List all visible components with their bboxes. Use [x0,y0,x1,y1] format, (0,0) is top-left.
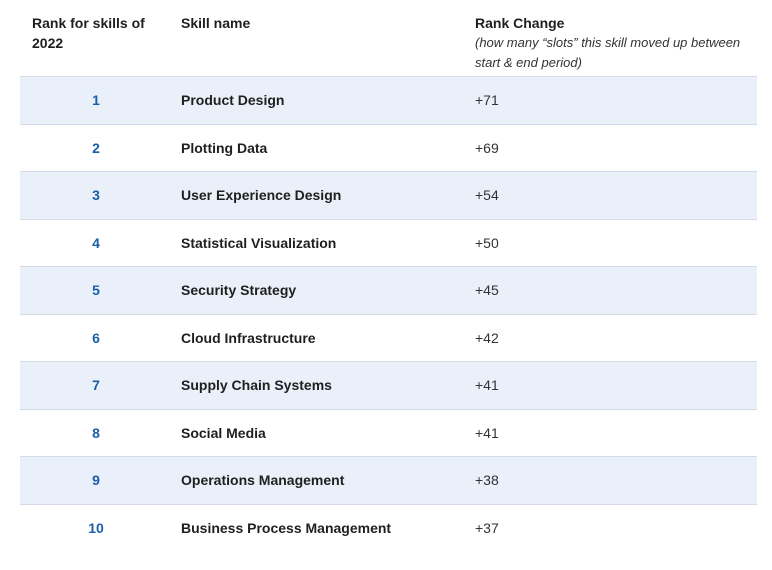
rank-change-cell: +37 [475,505,499,553]
rank-change-cell: +41 [475,362,499,409]
rank-change-cell: +38 [475,457,499,504]
table-row: 9 Operations Management +38 [20,457,757,505]
header-rank-change: Rank Change (how many “slots” this skill… [475,13,745,73]
table-row: 8 Social Media +41 [20,410,757,458]
rank-cell: 5 [20,267,172,314]
rank-change-cell: +54 [475,172,499,219]
rank-change-cell: +41 [475,410,499,457]
skill-name-cell: Supply Chain Systems [181,362,332,409]
header-rank-change-note: (how many “slots” this skill moved up be… [475,33,745,73]
skill-name-cell: Statistical Visualization [181,220,336,267]
rank-cell: 4 [20,220,172,267]
table-row: 6 Cloud Infrastructure +42 [20,315,757,363]
rank-cell: 6 [20,315,172,362]
rank-change-cell: +50 [475,220,499,267]
rank-cell: 3 [20,172,172,219]
rank-cell: 9 [20,457,172,504]
skill-name-cell: Operations Management [181,457,344,504]
rank-change-cell: +45 [475,267,499,314]
skill-name-cell: Product Design [181,77,284,124]
rank-change-cell: +42 [475,315,499,362]
skill-name-cell: Social Media [181,410,266,457]
rank-cell: 8 [20,410,172,457]
skills-rank-table: Rank for skills of 2022 Skill name Rank … [20,0,757,552]
header-rank-change-label: Rank Change [475,15,564,31]
skill-name-cell: Security Strategy [181,267,296,314]
table-row: 1 Product Design +71 [20,77,757,125]
rank-change-cell: +71 [475,77,499,124]
rank-cell: 10 [20,505,172,553]
table-row: 7 Supply Chain Systems +41 [20,362,757,410]
skill-name-cell: User Experience Design [181,172,341,219]
rank-cell: 2 [20,125,172,172]
table-row: 2 Plotting Data +69 [20,125,757,173]
skill-name-cell: Cloud Infrastructure [181,315,316,362]
skill-name-cell: Business Process Management [181,505,391,553]
rank-change-cell: +69 [475,125,499,172]
table-row: 5 Security Strategy +45 [20,267,757,315]
rank-cell: 7 [20,362,172,409]
table-row: 3 User Experience Design +54 [20,172,757,220]
header-rank: Rank for skills of 2022 [32,13,162,53]
header-skill-name: Skill name [181,13,250,33]
table-header: Rank for skills of 2022 Skill name Rank … [20,0,757,77]
table-row: 10 Business Process Management +37 [20,505,757,553]
rank-cell: 1 [20,77,172,124]
table-row: 4 Statistical Visualization +50 [20,220,757,268]
skill-name-cell: Plotting Data [181,125,267,172]
